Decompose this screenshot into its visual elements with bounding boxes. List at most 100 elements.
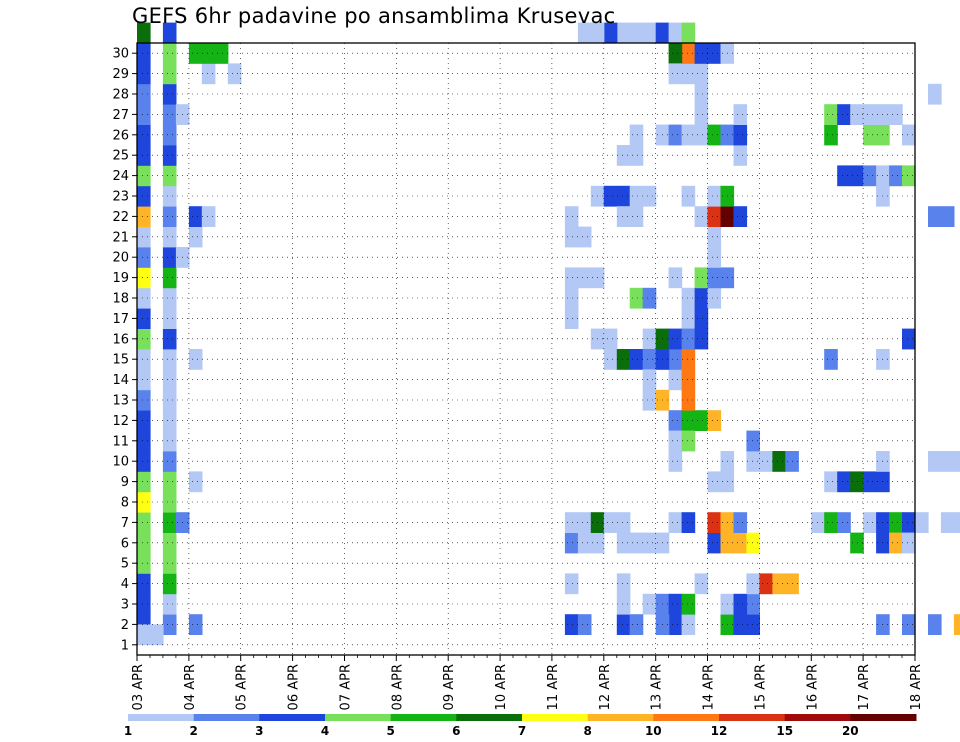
precip-cell xyxy=(162,308,177,329)
precip-cell xyxy=(681,124,696,146)
x-tick-label: 12 APR xyxy=(598,664,613,710)
precip-cell xyxy=(889,165,903,187)
precip-cell xyxy=(642,369,657,391)
precip-cell xyxy=(915,512,929,533)
precip-cell xyxy=(616,573,631,595)
precip-cell xyxy=(707,206,722,227)
y-tick-label: 5 xyxy=(121,557,129,572)
precip-cell xyxy=(694,83,709,105)
precip-cell xyxy=(824,124,838,146)
precip-cell xyxy=(694,287,709,309)
precip-cell xyxy=(681,22,696,44)
precip-cell xyxy=(681,593,696,615)
precip-cell xyxy=(707,247,722,268)
precip-cell xyxy=(863,471,877,493)
precip-cell xyxy=(629,185,644,207)
precip-cell xyxy=(733,124,748,146)
precip-cell xyxy=(681,63,696,85)
precip-cell xyxy=(694,573,709,595)
y-tick-label: 8 xyxy=(121,496,129,511)
precip-cell xyxy=(707,185,722,207)
precip-cell xyxy=(824,512,838,533)
precip-cell xyxy=(162,226,177,248)
precip-cell xyxy=(629,22,644,44)
precip-cell xyxy=(564,226,579,248)
legend-swatch xyxy=(128,714,195,721)
precip-cell xyxy=(137,451,151,472)
precip-cell xyxy=(577,512,592,533)
precip-cell xyxy=(681,430,696,452)
precip-cell xyxy=(694,267,709,289)
legend-swatch xyxy=(653,714,720,721)
precip-cell xyxy=(162,349,177,370)
precip-cell xyxy=(681,185,696,207)
precip-cell xyxy=(694,328,709,350)
precip-cell xyxy=(940,206,955,227)
y-tick-label: 21 xyxy=(112,230,129,245)
precip-cell xyxy=(811,512,825,533)
precip-cell xyxy=(694,63,709,85)
precip-cell xyxy=(162,83,177,105)
precip-cell xyxy=(137,124,151,146)
precip-cell xyxy=(162,573,177,595)
precip-cell xyxy=(616,614,631,635)
precip-cell xyxy=(564,532,579,554)
precip-cell xyxy=(733,206,748,227)
precip-cell xyxy=(137,267,151,289)
legend-label: 2 xyxy=(190,724,198,738)
precip-cell xyxy=(733,614,748,635)
x-tick-label: 10 APR xyxy=(494,664,509,710)
precip-cell xyxy=(668,614,683,635)
precip-cell xyxy=(902,165,916,187)
precip-cell xyxy=(733,593,748,615)
precip-cell xyxy=(201,63,216,85)
precip-cell xyxy=(616,512,631,533)
precip-cell xyxy=(577,267,592,289)
legend-swatch xyxy=(390,714,457,721)
precip-cell xyxy=(137,349,151,370)
precip-cell xyxy=(564,267,579,289)
precip-cell xyxy=(162,43,177,64)
legend-label: 6 xyxy=(452,724,460,738)
precip-cell xyxy=(137,226,151,248)
legend-label: 10 xyxy=(645,724,662,738)
y-tick-label: 13 xyxy=(112,394,129,409)
precip-cell xyxy=(733,512,748,533)
x-tick-label: 07 APR xyxy=(339,664,354,710)
x-tick-label: 03 APR xyxy=(131,664,146,710)
precip-cell xyxy=(162,553,177,574)
precip-cell xyxy=(629,614,644,635)
chart-title: GEFS 6hr padavine po ansamblima Krusevac xyxy=(132,4,616,28)
precip-cell xyxy=(188,43,203,64)
legend-swatch xyxy=(522,714,589,721)
precip-cell xyxy=(590,22,605,44)
precip-cell xyxy=(137,369,151,391)
precip-cell xyxy=(162,593,177,615)
precip-cell xyxy=(746,593,760,615)
precip-cell xyxy=(940,512,955,533)
legend-label: 20 xyxy=(842,724,859,738)
precip-cell xyxy=(162,22,177,44)
precip-cell xyxy=(642,328,657,350)
x-tick-label: 18 APR xyxy=(909,664,924,710)
y-tick-label: 11 xyxy=(112,434,129,449)
precip-cell xyxy=(616,593,631,615)
precip-cell xyxy=(707,471,722,493)
precip-cell xyxy=(928,206,942,227)
y-tick-label: 7 xyxy=(121,516,129,531)
precip-cell xyxy=(707,532,722,554)
precip-cell xyxy=(162,267,177,289)
precip-cell xyxy=(863,512,877,533)
precip-cell xyxy=(746,614,760,635)
precip-cell xyxy=(162,430,177,452)
precip-cell xyxy=(137,491,151,513)
precip-cell xyxy=(162,491,177,513)
precip-cell xyxy=(824,471,838,493)
precip-cell xyxy=(733,532,748,554)
precip-cell xyxy=(188,349,203,370)
precip-cell xyxy=(162,532,177,554)
precip-cell xyxy=(902,328,916,350)
precip-cell xyxy=(837,512,851,533)
precip-cell xyxy=(137,532,151,554)
